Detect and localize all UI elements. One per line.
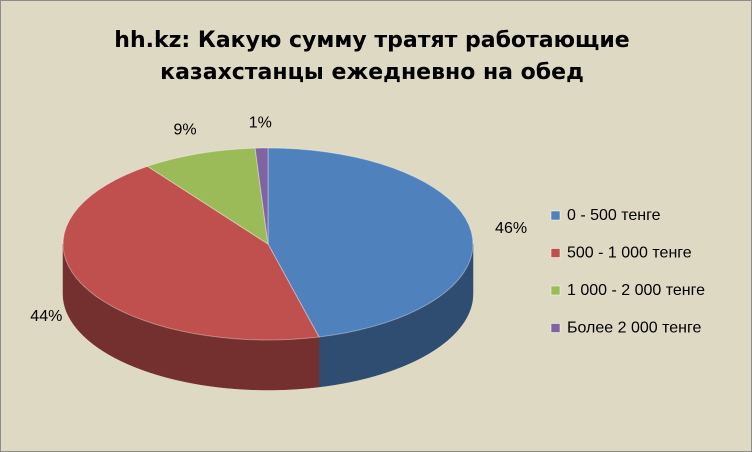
- legend-swatch: [550, 285, 561, 296]
- legend-swatch: [550, 210, 561, 221]
- data-label: 44%: [30, 308, 62, 325]
- legend-label: Более 2 000 тенге: [567, 320, 701, 337]
- data-label: 46%: [495, 220, 527, 237]
- slice: [254, 147, 269, 245]
- chart-title: hh.kz: Какую сумму тратят работающие: [114, 28, 629, 53]
- slice: [267, 147, 474, 338]
- legend-label: 0 - 500 тенге: [567, 207, 661, 224]
- legend-label: 500 - 1 000 тенге: [567, 245, 692, 262]
- legend-label: 1 000 - 2 000 тенге: [567, 282, 705, 299]
- legend-swatch: [550, 323, 561, 333]
- slice: [146, 147, 269, 246]
- slice: [62, 165, 320, 341]
- data-label: 9%: [173, 121, 196, 138]
- data-label: 1%: [249, 114, 272, 131]
- chart-title: казахстанцы ежедневно на обед: [160, 60, 584, 85]
- legend-swatch: [550, 248, 561, 258]
